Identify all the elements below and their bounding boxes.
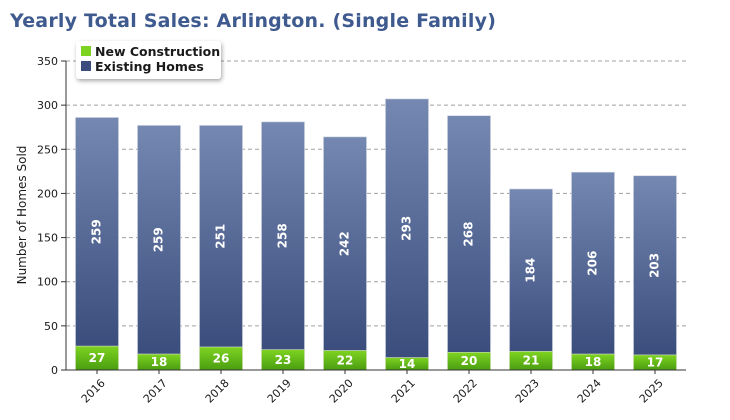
data-label-existing-homes-2021: 293 xyxy=(400,216,414,241)
y-axis-title: Number of Homes Sold xyxy=(15,146,29,285)
bar-existing-homes-2020 xyxy=(323,136,367,351)
data-label-existing-homes-2025: 203 xyxy=(648,253,662,278)
bar-existing-homes-2017 xyxy=(137,125,181,355)
x-tick-label-2020: 2020 xyxy=(327,377,356,406)
legend: New Construction Existing Homes xyxy=(76,41,221,79)
data-label-existing-homes-2019: 258 xyxy=(276,223,290,248)
bar-existing-homes-2022 xyxy=(447,115,491,353)
bar-existing-homes-2025 xyxy=(633,175,677,356)
data-label-new-construction-2024: 18 xyxy=(585,355,602,369)
bar-existing-homes-2016 xyxy=(75,117,119,347)
x-tick-label-2021: 2021 xyxy=(389,377,418,406)
bar-existing-homes-2023 xyxy=(509,188,553,352)
legend-swatch-new-construction xyxy=(81,46,91,56)
y-tick-label: 50 xyxy=(44,320,58,333)
bars: 259 27 259 18 251 26 258 23 242 22 293 14 268 20 184 21… xyxy=(75,98,677,371)
y-tick-label: 200 xyxy=(37,187,58,200)
y-tick-label: 300 xyxy=(37,99,58,112)
data-label-new-construction-2016: 27 xyxy=(89,351,106,365)
y-tick-label: 150 xyxy=(37,232,58,245)
y-tick-label: 250 xyxy=(37,143,58,156)
legend-label-new-construction: New Construction xyxy=(95,43,221,59)
x-tick-label-2019: 2019 xyxy=(265,377,294,406)
data-label-new-construction-2022: 20 xyxy=(461,354,478,368)
x-tick-label-2023: 2023 xyxy=(513,377,542,406)
x-tick-label-2024: 2024 xyxy=(575,377,604,406)
data-label-existing-homes-2023: 184 xyxy=(524,258,538,283)
data-label-new-construction-2020: 22 xyxy=(337,353,354,367)
legend-swatch-existing-homes xyxy=(81,61,91,71)
x-tick-label-2017: 2017 xyxy=(141,377,170,406)
y-tick-label: 0 xyxy=(51,364,58,377)
data-label-new-construction-2017: 18 xyxy=(151,355,168,369)
bar-existing-homes-2024 xyxy=(571,171,615,355)
legend-item-existing-homes[interactable]: Existing Homes xyxy=(81,58,204,74)
bar-existing-homes-2018 xyxy=(199,125,243,348)
y-tick-label: 100 xyxy=(37,276,58,289)
data-label-existing-homes-2018: 251 xyxy=(214,224,228,249)
y-tick-label: 350 xyxy=(37,55,58,68)
x-tick-label-2025: 2025 xyxy=(637,377,666,406)
bar-existing-homes-2021 xyxy=(385,98,429,358)
data-label-new-construction-2021: 14 xyxy=(399,357,416,371)
data-label-existing-homes-2022: 268 xyxy=(462,222,476,247)
data-label-existing-homes-2017: 259 xyxy=(152,227,166,252)
data-label-new-construction-2018: 26 xyxy=(213,352,230,366)
bar-existing-homes-2019 xyxy=(261,121,305,350)
data-label-new-construction-2023: 21 xyxy=(523,354,540,368)
data-label-existing-homes-2020: 242 xyxy=(338,231,352,256)
data-label-new-construction-2025: 17 xyxy=(647,355,664,369)
gridlines xyxy=(66,60,686,327)
data-label-existing-homes-2024: 206 xyxy=(586,251,600,276)
x-tick-label-2018: 2018 xyxy=(203,377,232,406)
data-label-new-construction-2019: 23 xyxy=(275,353,292,367)
chart-title: Yearly Total Sales: Arlington. (Single F… xyxy=(10,10,497,32)
legend-label-existing-homes: Existing Homes xyxy=(95,58,204,74)
x-tick-label-2022: 2022 xyxy=(451,377,480,406)
x-tick-label-2016: 2016 xyxy=(79,377,108,406)
data-label-existing-homes-2016: 259 xyxy=(90,219,104,244)
legend-item-new-construction[interactable]: New Construction xyxy=(81,43,221,59)
